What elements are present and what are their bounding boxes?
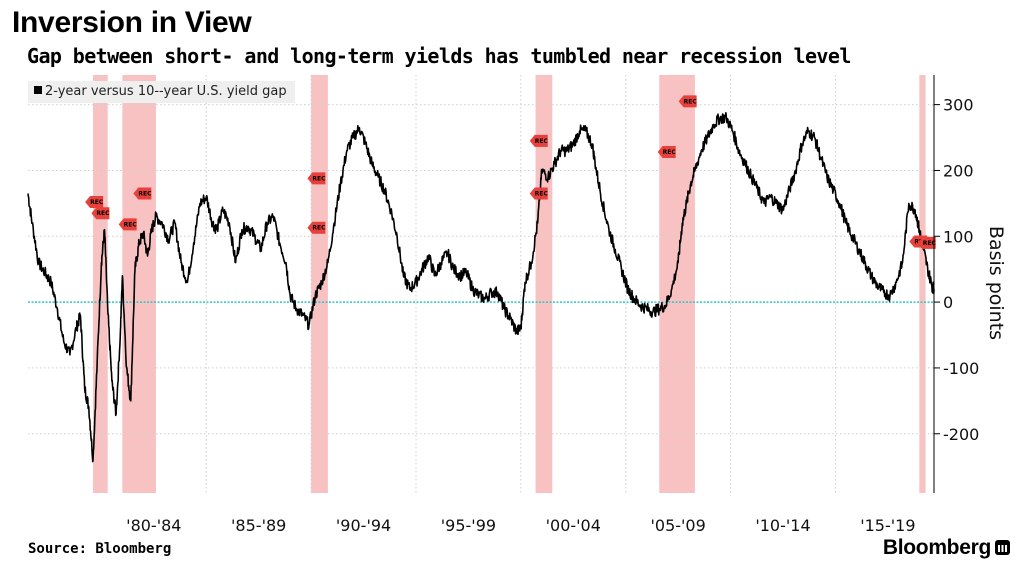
recession-marker: REC xyxy=(133,187,152,200)
x-tick-label: '05-'09 xyxy=(650,516,705,535)
recession-marker-tag xyxy=(917,236,936,249)
recession-marker-tag xyxy=(678,95,697,108)
x-tick-label: '15-'19 xyxy=(860,516,915,535)
recession-marker: REC xyxy=(91,207,110,220)
recession-band xyxy=(122,75,156,493)
gridlines xyxy=(28,75,934,493)
x-tick-label: '00-'04 xyxy=(546,516,601,535)
recession-marker-label: REC xyxy=(312,175,326,182)
recession-marker: REC xyxy=(307,172,326,185)
recession-marker-label: REC xyxy=(138,190,152,197)
y-tick-label: -200 xyxy=(943,425,979,444)
recession-marker-tag xyxy=(91,207,110,220)
y-tick-label: 200 xyxy=(943,161,974,180)
recession-bands xyxy=(93,75,926,493)
recession-marker: REC xyxy=(529,187,549,200)
recession-marker: REC xyxy=(118,218,138,231)
y-tick-label: 0 xyxy=(943,293,953,312)
recession-markers: RECRECRECRECRECRECRECRECRECRECRECREC xyxy=(85,95,936,249)
recession-marker-tag xyxy=(529,187,548,200)
recession-marker: REC xyxy=(678,95,698,108)
x-axis-ticks: '80-'84 '85-'89 '90-'94 '95-'99 '00-'04 '05-'… xyxy=(126,516,915,535)
recession-marker-tag xyxy=(133,187,152,200)
recession-marker-tag xyxy=(307,172,326,185)
y-tick-label: -100 xyxy=(943,359,979,378)
recession-marker: REC xyxy=(917,236,937,249)
recession-marker-tag xyxy=(85,196,104,209)
recession-marker: REC xyxy=(529,134,549,147)
y-axis-title: Basis points xyxy=(985,226,1007,340)
source-note: Source: Bloomberg xyxy=(28,541,172,557)
legend: 2-year versus 10--year U.S. yield gap xyxy=(28,81,295,103)
recession-band xyxy=(659,75,695,493)
recession-marker-label: REC xyxy=(312,225,326,232)
recession-marker: REC xyxy=(85,196,104,209)
chart-title: Inversion in View xyxy=(12,6,252,39)
recession-marker: REC xyxy=(657,146,677,159)
recession-marker-label: REC xyxy=(124,221,138,228)
recession-marker-tag xyxy=(307,221,326,234)
recession-marker-label: REC xyxy=(663,149,677,156)
x-tick-label: '80-'84 xyxy=(126,516,181,535)
recession-marker-label: REC xyxy=(90,199,104,206)
recession-marker: REC xyxy=(307,221,326,234)
recession-marker-tag xyxy=(118,218,137,231)
chart-subtitle: Gap between short- and long-term yields … xyxy=(27,44,851,68)
x-tick-label: '90-'94 xyxy=(336,516,391,535)
recession-marker-label: REC xyxy=(535,190,549,197)
x-tick-label: '85-'89 xyxy=(231,516,286,535)
bloomberg-terminal-icon xyxy=(995,540,1010,555)
legend-swatch xyxy=(34,86,42,94)
recession-marker-label: REC xyxy=(535,138,549,145)
y-axis-ticks: 300 200 100 0 -100 -200 xyxy=(934,96,979,444)
brand-logo: Bloomberg xyxy=(883,536,1010,560)
recession-marker-label: REC xyxy=(923,240,937,247)
y-tick-label: 300 xyxy=(943,96,974,115)
y-tick-label: 100 xyxy=(943,227,974,246)
x-tick-label: '95-'99 xyxy=(441,516,496,535)
brand-name: Bloomberg xyxy=(882,536,991,559)
recession-marker-tag xyxy=(657,146,676,159)
recession-band xyxy=(919,75,926,493)
recession-marker-label: REC xyxy=(684,98,698,105)
recession-marker-tag xyxy=(529,134,548,147)
recession-marker-label: REC xyxy=(96,210,110,217)
legend-label: 2-year versus 10--year U.S. yield gap xyxy=(45,84,287,99)
x-tick-label: '10-'14 xyxy=(755,516,810,535)
series-line-yield-gap xyxy=(27,112,935,463)
